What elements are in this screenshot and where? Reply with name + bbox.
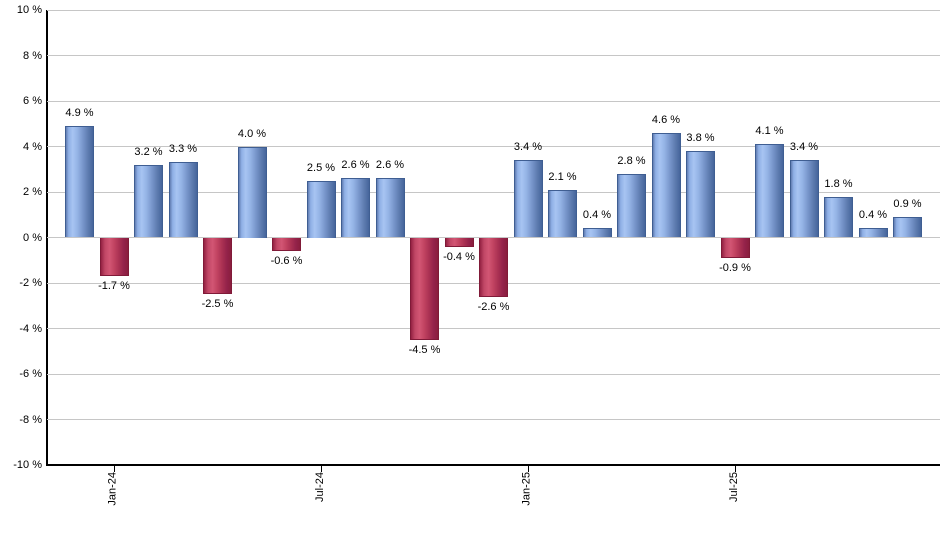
bar-value-label: 3.2 % — [134, 145, 163, 158]
bar-jul-24[interactable] — [306, 180, 336, 238]
bar-value-label: 2.5 % — [306, 161, 336, 174]
bar-jul-25[interactable] — [720, 237, 750, 258]
bar-dec-25[interactable] — [893, 217, 922, 238]
y-axis-tick-label: -8 % — [19, 413, 42, 426]
bar-dec-24[interactable] — [479, 237, 508, 297]
bar-value-label: -2.6 % — [477, 300, 510, 313]
y-axis-tick-label: -10 % — [13, 459, 42, 471]
x-axis-tick-label: Jan-25 — [521, 472, 533, 506]
y-axis-tick-label: 4 % — [23, 140, 42, 153]
bar-apr-24[interactable] — [203, 237, 232, 295]
bar-mar-25[interactable] — [582, 228, 612, 238]
x-axis-tick-label: Jul-25 — [728, 472, 740, 502]
bar-value-label: 3.4 % — [789, 141, 819, 154]
bar-feb-25[interactable] — [548, 189, 577, 238]
bar-sep-24[interactable] — [375, 178, 405, 238]
bar-value-label: 3.8 % — [686, 132, 715, 145]
bar-aug-24[interactable] — [341, 178, 370, 238]
x-axis-line — [46, 464, 940, 466]
bar-value-label: -4.5 % — [408, 343, 441, 356]
gridline — [47, 328, 940, 329]
bar-value-label: -2.5 % — [201, 298, 234, 311]
y-axis-tick-label: 0 % — [23, 231, 42, 244]
bar-value-label: 2.8 % — [617, 154, 646, 167]
gridline — [47, 146, 940, 147]
bar-value-label: 0.9 % — [893, 198, 922, 211]
gridline — [47, 191, 940, 193]
gridline — [47, 9, 940, 11]
y-axis-tick-label: -6 % — [19, 368, 42, 380]
bar-nov-24[interactable] — [444, 237, 474, 247]
bar-dec-23[interactable] — [65, 126, 94, 238]
bar-nov-25[interactable] — [858, 228, 888, 238]
bar-jan-24[interactable] — [99, 237, 129, 277]
y-axis-tick-label: 8 % — [23, 49, 42, 62]
bar-jan-25[interactable] — [513, 160, 543, 238]
bar-value-label: -0.9 % — [719, 261, 751, 274]
y-axis-tick-label: -2 % — [19, 277, 42, 289]
gridline — [47, 100, 940, 102]
bar-value-label: 4.9 % — [65, 107, 94, 120]
bar-value-label: 0.4 % — [582, 209, 612, 222]
bar-value-label: -1.7 % — [98, 280, 130, 293]
bar-value-label: 4.0 % — [237, 127, 267, 140]
x-axis-tick — [735, 466, 736, 472]
bar-sep-25[interactable] — [789, 160, 819, 238]
x-axis-tick — [528, 466, 529, 472]
y-axis-tick-label: 2 % — [23, 186, 42, 198]
bar-value-label: 4.1 % — [755, 125, 784, 138]
bar-apr-25[interactable] — [617, 173, 646, 238]
bar-value-label: 1.8 % — [824, 177, 853, 190]
gridline — [47, 373, 940, 375]
bar-value-label: 4.6 % — [651, 113, 681, 126]
y-axis-tick-label: -4 % — [19, 322, 42, 335]
bar-oct-24[interactable] — [410, 237, 439, 340]
bar-value-label: 3.4 % — [513, 141, 543, 154]
bar-aug-25[interactable] — [755, 144, 784, 238]
y-axis-tick-label: 6 % — [23, 95, 42, 107]
bar-may-24[interactable] — [237, 146, 267, 238]
bar-jun-25[interactable] — [686, 151, 715, 238]
gridline — [47, 419, 940, 420]
bar-jun-24[interactable] — [272, 237, 301, 252]
x-axis-tick-label: Jul-24 — [314, 472, 326, 502]
bar-value-label: 3.3 % — [168, 143, 198, 156]
bar-value-label: 0.4 % — [858, 209, 888, 222]
bar-feb-24[interactable] — [134, 164, 163, 238]
bar-value-label: -0.6 % — [270, 255, 303, 268]
bar-mar-24[interactable] — [168, 162, 198, 238]
bar-value-label: 2.1 % — [548, 170, 577, 183]
bar-value-label: 2.6 % — [375, 159, 405, 172]
x-axis-tick — [321, 466, 322, 472]
x-axis-tick — [114, 466, 115, 472]
bar-value-label: -0.4 % — [443, 250, 475, 263]
bar-may-25[interactable] — [651, 132, 681, 238]
y-axis-line — [46, 10, 48, 466]
x-axis-tick-label: Jan-24 — [107, 472, 119, 506]
gridline — [47, 55, 940, 56]
bar-oct-25[interactable] — [824, 196, 853, 238]
bar-value-label: 2.6 % — [341, 159, 370, 172]
y-axis-tick-label: 10 % — [16, 4, 42, 16]
